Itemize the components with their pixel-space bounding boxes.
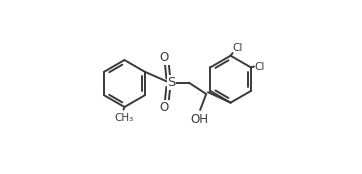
Text: Cl: Cl — [254, 62, 265, 72]
Text: O: O — [160, 51, 169, 64]
Text: OH: OH — [190, 113, 208, 126]
Text: CH₃: CH₃ — [114, 113, 133, 123]
Text: Cl: Cl — [233, 43, 243, 53]
Text: S: S — [167, 76, 176, 89]
Text: O: O — [160, 101, 169, 113]
